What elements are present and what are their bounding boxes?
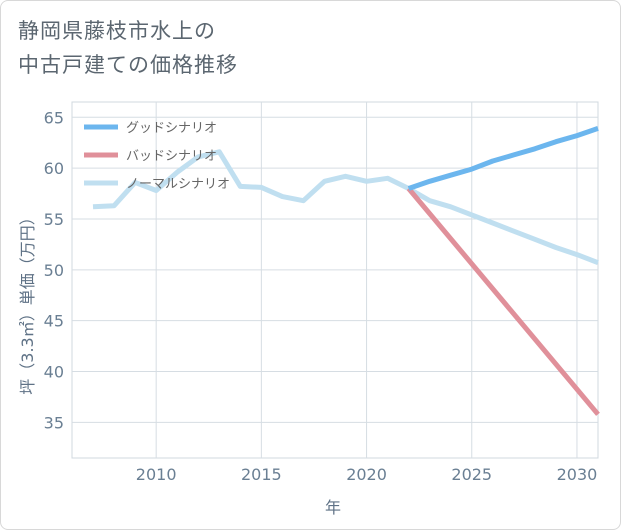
y-tick-label: 40 bbox=[44, 363, 64, 382]
x-tick-label: 2030 bbox=[557, 465, 598, 484]
legend-label-2: ノーマルシナリオ bbox=[126, 177, 230, 192]
x-tick-label: 2020 bbox=[346, 465, 387, 484]
series-line-0 bbox=[407, 126, 599, 191]
legend-label-0: グッドシナリオ bbox=[126, 121, 217, 136]
y-axis-title: 坪（3.3㎡）単価（万円） bbox=[18, 209, 37, 394]
legend-label-1: バッドシナリオ bbox=[126, 149, 217, 164]
series-line-2 bbox=[92, 149, 599, 266]
chart-title-line2: 中古戸建ての価格推移 bbox=[18, 53, 238, 77]
chart-title: 静岡県藤枝市水上の 中古戸建ての価格推移 bbox=[18, 14, 238, 82]
y-tick-label: 60 bbox=[44, 159, 64, 178]
x-tick-label: 2015 bbox=[241, 465, 282, 484]
series-lines bbox=[92, 126, 600, 416]
tick-labels: 35 40 45 50 55 60 65 2010 2015 2020 2025 2030 bbox=[44, 108, 598, 484]
x-tick-label: 2025 bbox=[451, 465, 492, 484]
x-tick-label: 2010 bbox=[136, 465, 177, 484]
y-tick-label: 55 bbox=[44, 210, 64, 229]
y-tick-label: 45 bbox=[44, 312, 64, 331]
y-tick-label: 35 bbox=[44, 413, 64, 432]
x-axis-title: 年 bbox=[325, 498, 341, 517]
series-line-1 bbox=[406, 186, 600, 416]
y-tick-label: 50 bbox=[44, 261, 64, 280]
y-tick-label: 65 bbox=[44, 108, 64, 127]
plot-area bbox=[71, 101, 599, 459]
chart-title-line1: 静岡県藤枝市水上の bbox=[18, 19, 216, 43]
grid-lines bbox=[72, 102, 598, 458]
